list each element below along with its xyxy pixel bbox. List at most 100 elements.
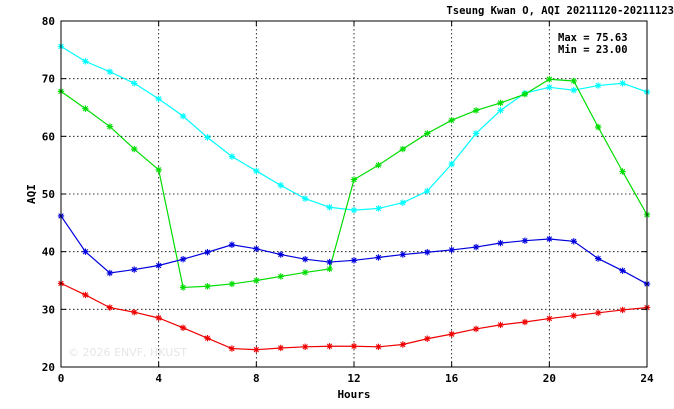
x-tick-label: 24 [640, 372, 654, 385]
x-tick-label: 0 [58, 372, 65, 385]
data-point [204, 283, 211, 290]
data-point [326, 265, 333, 273]
data-point [521, 237, 529, 244]
data-point [375, 343, 382, 351]
x-tick-label: 20 [543, 372, 556, 385]
data-point [277, 344, 284, 352]
y-tick-label: 20 [42, 361, 55, 374]
data-point [472, 243, 480, 251]
data-point [179, 324, 187, 331]
series-1 [57, 43, 651, 214]
data-point [424, 335, 431, 342]
data-point [619, 168, 626, 175]
data-point [350, 257, 358, 264]
data-point [106, 304, 114, 311]
data-point [594, 255, 602, 262]
data-point [326, 343, 333, 350]
data-point [375, 254, 382, 261]
data-point [570, 77, 577, 85]
data-point [497, 107, 504, 114]
data-point [179, 255, 187, 263]
data-point [399, 145, 407, 153]
data-point [228, 280, 236, 288]
data-point [131, 145, 138, 153]
y-tick-label: 30 [42, 303, 55, 316]
data-point [204, 249, 211, 256]
x-tick-label: 4 [155, 372, 162, 385]
x-tick-label: 16 [445, 372, 459, 385]
y-tick-label: 70 [42, 73, 55, 86]
data-point [570, 238, 577, 245]
data-point [399, 341, 407, 348]
data-point [497, 99, 504, 107]
max-label: Max = 75.63 [558, 32, 628, 44]
data-point [448, 246, 455, 254]
data-point [546, 235, 553, 243]
data-point [594, 309, 602, 316]
data-point [350, 206, 358, 214]
data-point [179, 112, 187, 120]
data-point [155, 95, 162, 103]
data-point [301, 195, 309, 202]
ticks: 0 4 8 12 16 20 24 20 30 40 50 60 70 80 [42, 15, 654, 385]
data-point [619, 80, 626, 87]
data-point [350, 176, 358, 183]
data-point [399, 199, 407, 206]
data-point [546, 315, 553, 322]
data-point [570, 87, 577, 94]
data-point [155, 262, 162, 269]
y-tick-label: 40 [42, 246, 55, 259]
data-point [82, 248, 89, 255]
data-point [228, 153, 236, 160]
data-point [106, 123, 114, 130]
y-tick-label: 60 [42, 130, 55, 143]
data-point [277, 182, 284, 189]
data-point [82, 291, 89, 299]
data-point [472, 107, 480, 114]
data-point [155, 166, 162, 173]
data-point [521, 91, 529, 98]
data-point [326, 258, 333, 266]
data-point [497, 239, 504, 247]
data-point [546, 84, 553, 91]
data-point [253, 245, 260, 252]
data-point [301, 343, 309, 351]
data-point [82, 58, 89, 65]
data-point [253, 277, 260, 284]
data-point [253, 167, 260, 175]
data-point [131, 309, 138, 316]
data-point [619, 306, 626, 314]
y-axis-title: AQI [25, 184, 38, 204]
data-point [594, 82, 602, 89]
data-point [448, 160, 455, 168]
data-point [301, 255, 309, 263]
data-point [472, 325, 480, 333]
data-point [228, 345, 236, 352]
data-point [570, 312, 577, 319]
data-point [546, 76, 553, 83]
data-point [399, 251, 407, 258]
min-label: Min = 23.00 [558, 44, 628, 56]
data-point [179, 284, 187, 291]
y-tick-label: 50 [42, 188, 55, 201]
data-point [619, 267, 626, 274]
data-point [424, 130, 431, 137]
data-point [424, 249, 431, 256]
data-point [155, 314, 162, 322]
x-axis-title: Hours [337, 388, 370, 401]
x-tick-label: 8 [253, 372, 260, 385]
chart-title: Tseung Kwan O, AQI 20211120-20211123 [446, 5, 674, 17]
data-point [253, 346, 260, 353]
data-point [131, 80, 138, 87]
data-point [301, 269, 309, 276]
data-point [204, 134, 211, 141]
data-point [424, 187, 431, 195]
data-point [106, 68, 114, 75]
data-point [326, 204, 333, 211]
data-point [497, 321, 504, 329]
data-point [472, 130, 480, 137]
watermark: © 2026 ENVF, HKUST [68, 346, 187, 359]
data-point [277, 251, 284, 258]
data-point [131, 266, 138, 273]
